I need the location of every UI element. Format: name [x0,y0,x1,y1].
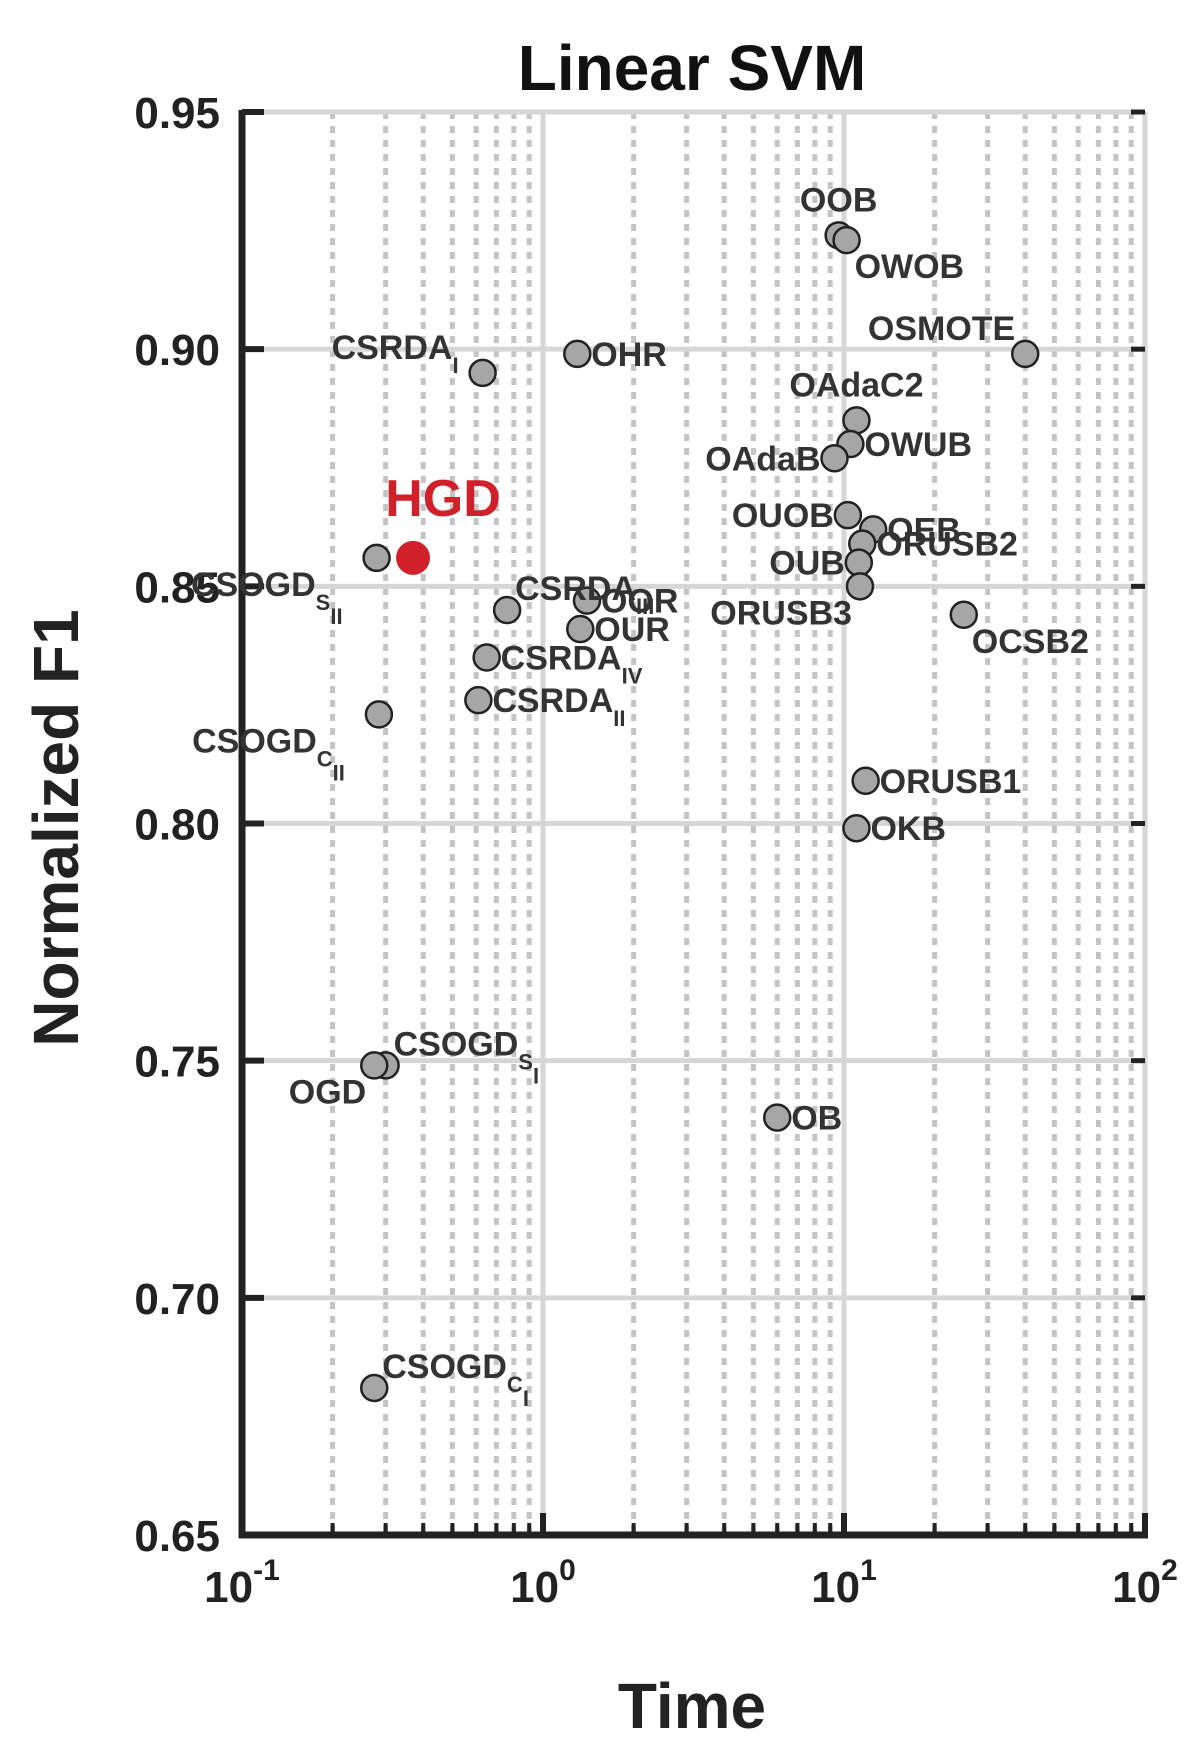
point-label: ORUSB2 [876,526,1018,564]
data-point [949,600,979,630]
point-label: OKB [870,810,946,848]
y-tick-label: 0.70 [134,1275,220,1324]
point-label: OSMOTE [868,310,1015,348]
y-tick-label: 0.75 [134,1038,220,1087]
data-point [364,700,394,729]
data-point [842,813,871,843]
data-point [572,586,602,615]
x-tick-labels: 10-1 100 101 102 [204,1554,1178,1612]
x-axis-label: Time [618,1670,766,1742]
point-label: OUR [594,611,670,649]
point-label: OWUB [864,426,972,464]
data-point [851,766,880,796]
point-label: CSRDAII [492,682,625,731]
data-point [844,548,874,577]
point-label: OCSB2 [972,623,1089,661]
point-label: OGD [289,1073,366,1111]
point-label: OOB [800,181,877,219]
point-label: CSOGDCII [192,722,345,785]
data-point [566,614,595,644]
point-label: OUB [769,545,845,583]
point-labels: HGD OOB OWOB OSMOTE CSRDAI OHR OAdaC2 OWUB OAdaB… [191,181,1089,1411]
chart-title: Linear SVM [518,32,867,104]
x-tick-label: 10-1 [204,1554,280,1612]
data-points [359,221,1040,1403]
point-label: CSRDAI [332,329,459,378]
point-label: CSRDAIV [501,639,643,688]
x-tick-label: 101 [811,1554,877,1612]
point-label: CSRDAIII [515,570,654,619]
data-point [833,500,863,530]
x-tick-label: 102 [1112,1554,1178,1612]
data-point [464,685,493,715]
data-point [362,543,391,573]
point-label: CSOGDCI [382,1348,529,1411]
point-label: OAdaC2 [789,366,923,404]
point-label: CSOGDSI [394,1025,540,1088]
x-tick-label: 100 [510,1554,576,1612]
data-point [492,595,522,625]
point-label: OB [791,1100,842,1138]
point-label: OOR [601,583,678,621]
data-point [820,444,849,473]
data-point [762,1103,792,1132]
point-label: OAdaB [705,440,820,478]
y-axis-label: Normalized F1 [20,609,92,1046]
point-label: OUOB [732,497,834,535]
axes [238,109,1148,1539]
point-label: OHR [591,336,667,374]
point-label: OWOB [855,248,965,286]
data-point [832,225,861,255]
y-tick-labels: 0.65 0.70 0.75 0.80 0.85 0.90 0.95 [134,89,220,1561]
data-point [359,1373,389,1403]
y-tick-label: 0.65 [134,1512,220,1561]
y-tick-label: 0.80 [134,801,220,850]
data-point [845,572,875,601]
point-label: ORUSB1 [880,763,1022,801]
y-tick-label: 0.95 [134,89,220,138]
highlight-point [396,540,431,575]
data-point [468,358,497,388]
data-point [1010,339,1040,369]
y-tick-label: 0.85 [134,563,220,612]
point-label: CSOGDSII [191,566,343,629]
data-point [472,643,501,672]
y-tick-label: 0.90 [134,326,220,375]
point-label: HGD [385,470,501,528]
point-label: OEB [887,511,961,549]
data-point [359,1051,389,1080]
point-label: ORUSB3 [710,594,852,632]
data-point [563,339,592,369]
